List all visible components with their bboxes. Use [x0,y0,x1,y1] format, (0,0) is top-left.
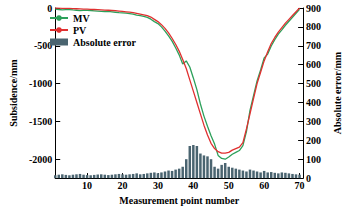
svg-text:Measurement point number: Measurement point number [119,195,239,206]
svg-text:0: 0 [306,173,311,184]
svg-text:0: 0 [47,3,52,14]
svg-text:400: 400 [306,97,321,108]
svg-text:600: 600 [306,59,321,70]
svg-text:800: 800 [306,21,321,32]
svg-text:-1500: -1500 [29,116,52,127]
svg-text:60: 60 [259,180,269,191]
svg-text:50: 50 [224,180,234,191]
svg-text:PV: PV [73,25,87,36]
svg-text:300: 300 [306,116,321,127]
svg-text:-2000: -2000 [29,154,52,165]
svg-text:70: 70 [295,180,305,191]
svg-text:100: 100 [306,154,321,165]
svg-text:700: 700 [306,40,321,51]
svg-text:Absolute error: Absolute error [73,37,136,48]
svg-text:Absolute error/mm: Absolute error/mm [332,51,343,134]
svg-text:40: 40 [188,180,198,191]
svg-text:20: 20 [118,180,128,191]
svg-text:MV: MV [73,13,90,24]
svg-text:30: 30 [153,180,163,191]
svg-text:500: 500 [306,78,321,89]
svg-text:200: 200 [306,135,321,146]
svg-text:900: 900 [306,3,321,14]
svg-text:-500: -500 [34,40,52,51]
svg-text:10: 10 [82,180,92,191]
svg-text:Subsidence/mm: Subsidence/mm [8,59,19,127]
svg-text:-1000: -1000 [29,78,52,89]
